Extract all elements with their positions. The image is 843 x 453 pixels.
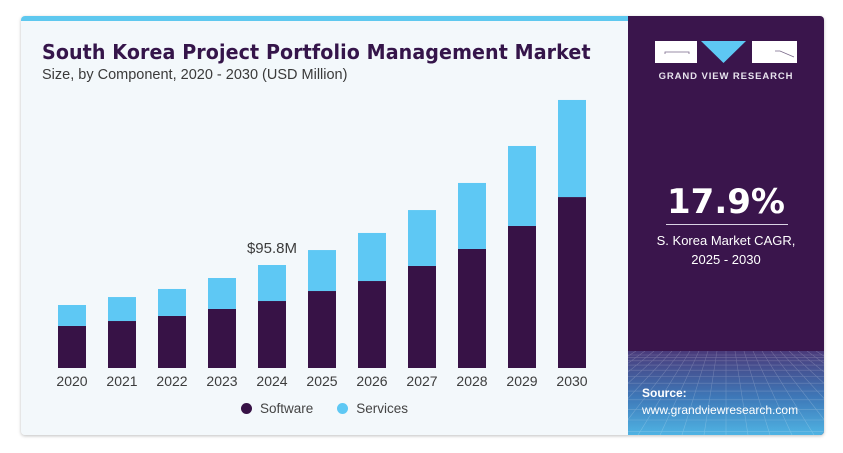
bar-software-2029 — [508, 225, 536, 368]
x-tick-label: 2024 — [256, 373, 287, 389]
x-tick-label: 2029 — [506, 373, 537, 389]
bar-services-2025 — [308, 250, 336, 292]
chart-panel: South Korea Project Portfolio Management… — [21, 16, 628, 435]
grand-view-research-logo — [655, 41, 797, 63]
x-tick-label: 2028 — [456, 373, 487, 389]
bar-services-2022 — [158, 288, 186, 316]
x-tick-label: 2030 — [556, 373, 587, 389]
cagr-label-line1: S. Korea Market CAGR, — [656, 233, 796, 248]
bar-services-2024 — [258, 265, 286, 302]
bar-software-2026 — [358, 281, 386, 368]
legend-swatch-software — [241, 403, 252, 414]
legend-item-software: Software — [241, 401, 313, 416]
cagr-label-line2: 2025 - 2030 — [691, 252, 761, 267]
chart-subtitle: Size, by Component, 2020 - 2030 (USD Mil… — [42, 67, 348, 83]
bar-services-2023 — [208, 278, 236, 309]
bar-services-2020 — [58, 304, 86, 326]
legend-swatch-services — [337, 403, 349, 414]
bar-services-2021 — [108, 297, 136, 322]
bar-services-2030 — [558, 99, 586, 198]
legend-item-services: Services — [337, 401, 408, 416]
bar-software-2030 — [558, 197, 586, 368]
perspective-grid-graphic — [628, 351, 824, 435]
grid-background — [628, 351, 824, 435]
bar-software-2023 — [208, 308, 236, 368]
bar-software-2025 — [308, 291, 336, 368]
legend-label-software: Software — [260, 401, 314, 416]
cagr-value: 17.9% — [667, 182, 785, 222]
infographic-card: South Korea Project Portfolio Management… — [21, 16, 824, 435]
bar-software-2020 — [58, 325, 86, 368]
stacked-bar-chart: 2020 2021 2022 2023 2024 2025 2026 2027 2028 2029… — [56, 99, 588, 389]
accent-bar — [21, 16, 628, 21]
x-tick-label: 2023 — [206, 373, 237, 389]
bar-services-2028 — [458, 182, 486, 249]
bar-software-2021 — [108, 321, 136, 368]
bar-services-2026 — [358, 232, 386, 282]
x-tick-label: 2025 — [306, 373, 337, 389]
chart-legend: Software Services — [241, 401, 432, 416]
cagr-divider — [666, 224, 788, 225]
legend-label-services: Services — [356, 401, 409, 416]
x-tick-label: 2022 — [156, 373, 187, 389]
bar-services-2029 — [508, 145, 536, 226]
sidebar-panel: GRAND VIEW RESEARCH 17.9% S. Korea Marke… — [628, 16, 824, 435]
bar-software-2022 — [158, 315, 186, 368]
data-label-annotation: $95.8M — [247, 240, 297, 257]
x-tick-label: 2020 — [56, 373, 87, 389]
logo-block-r — [752, 41, 797, 63]
cagr-label: S. Korea Market CAGR, 2025 - 2030 — [628, 231, 824, 269]
bar-software-2028 — [458, 248, 486, 368]
x-tick-label: 2021 — [106, 373, 137, 389]
brand-name: GRAND VIEW RESEARCH — [658, 71, 794, 82]
x-tick-label: 2026 — [356, 373, 387, 389]
bar-software-2024 — [258, 301, 286, 368]
x-tick-label: 2027 — [406, 373, 437, 389]
bar-software-2027 — [408, 265, 436, 368]
bar-services-2027 — [408, 210, 436, 266]
source-link[interactable]: www.grandviewresearch.com — [642, 403, 799, 417]
source-label: Source: — [642, 386, 687, 400]
logo-triangle-v — [701, 41, 746, 63]
chart-title: South Korea Project Portfolio Management… — [42, 40, 591, 64]
